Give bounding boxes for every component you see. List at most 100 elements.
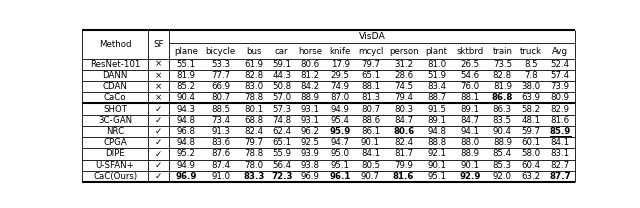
Text: U-SFAN+: U-SFAN+: [95, 161, 134, 170]
Text: 93.1: 93.1: [301, 116, 319, 125]
Text: 83.1: 83.1: [550, 149, 570, 158]
Text: SF: SF: [153, 40, 164, 49]
Text: 59.7: 59.7: [522, 127, 541, 136]
Text: train: train: [492, 47, 513, 56]
Text: horse: horse: [298, 47, 322, 56]
Text: 88.0: 88.0: [460, 138, 479, 147]
Text: 52.4: 52.4: [550, 60, 570, 69]
Text: 83.0: 83.0: [244, 82, 264, 91]
Text: 92.0: 92.0: [493, 172, 512, 181]
Text: 87.7: 87.7: [550, 172, 571, 181]
Text: 93.9: 93.9: [301, 149, 319, 158]
Text: 84.7: 84.7: [460, 116, 479, 125]
Text: 80.1: 80.1: [244, 105, 264, 114]
Text: 95.1: 95.1: [331, 161, 349, 170]
Text: 54.6: 54.6: [460, 71, 479, 80]
Text: 44.3: 44.3: [272, 71, 291, 80]
Text: 90.4: 90.4: [493, 127, 512, 136]
Text: DANN: DANN: [102, 71, 128, 80]
Text: CDAN: CDAN: [102, 82, 127, 91]
Text: 83.3: 83.3: [243, 172, 264, 181]
Text: 28.6: 28.6: [394, 71, 413, 80]
Text: 55.1: 55.1: [176, 60, 195, 69]
Text: 91.3: 91.3: [211, 127, 230, 136]
Text: 76.0: 76.0: [460, 82, 479, 91]
Text: 80.9: 80.9: [551, 93, 570, 102]
Text: ×: ×: [155, 71, 162, 80]
Text: 83.6: 83.6: [211, 138, 230, 147]
Text: DIPE: DIPE: [105, 149, 125, 158]
Text: 88.6: 88.6: [361, 116, 380, 125]
Text: 80.5: 80.5: [361, 161, 380, 170]
Text: 73.4: 73.4: [211, 116, 230, 125]
Text: 66.9: 66.9: [211, 82, 230, 91]
Text: 57.0: 57.0: [272, 93, 291, 102]
Text: ✓: ✓: [155, 149, 162, 158]
Text: 68.8: 68.8: [244, 116, 264, 125]
Text: 80.7: 80.7: [211, 93, 230, 102]
Text: 59.1: 59.1: [272, 60, 291, 69]
Text: 85.9: 85.9: [550, 127, 571, 136]
Text: 82.8: 82.8: [493, 71, 512, 80]
Text: CPGA: CPGA: [103, 138, 127, 147]
Text: 94.1: 94.1: [460, 127, 479, 136]
Text: 94.3: 94.3: [176, 105, 195, 114]
Text: 88.8: 88.8: [427, 138, 446, 147]
Text: 86.1: 86.1: [361, 127, 380, 136]
Text: 81.3: 81.3: [361, 93, 380, 102]
Text: 90.1: 90.1: [427, 161, 446, 170]
Text: 79.7: 79.7: [361, 60, 380, 69]
Text: 61.9: 61.9: [244, 60, 263, 69]
Text: 94.8: 94.8: [427, 127, 446, 136]
Text: 73.5: 73.5: [493, 60, 512, 69]
Text: 55.9: 55.9: [272, 149, 291, 158]
Text: 96.2: 96.2: [301, 127, 319, 136]
Text: 90.1: 90.1: [361, 138, 380, 147]
Text: SHOT: SHOT: [103, 105, 127, 114]
Text: 88.5: 88.5: [211, 105, 230, 114]
Text: 8.5: 8.5: [525, 60, 538, 69]
Text: ×: ×: [155, 60, 162, 69]
Text: ✓: ✓: [155, 127, 162, 136]
Text: 81.2: 81.2: [300, 71, 319, 80]
Text: 60.4: 60.4: [522, 161, 541, 170]
Text: 79.9: 79.9: [394, 161, 413, 170]
Text: 3C-GAN: 3C-GAN: [98, 116, 132, 125]
Text: 85.9: 85.9: [550, 127, 571, 136]
Text: 90.1: 90.1: [460, 161, 479, 170]
Text: 65.1: 65.1: [361, 71, 380, 80]
Text: 87.6: 87.6: [211, 149, 230, 158]
Text: 74.9: 74.9: [331, 82, 349, 91]
Text: 88.1: 88.1: [460, 93, 479, 102]
Text: 92.9: 92.9: [459, 172, 481, 181]
Text: 62.4: 62.4: [272, 127, 291, 136]
Text: 94.7: 94.7: [331, 138, 349, 147]
Text: 96.1: 96.1: [330, 172, 351, 181]
Text: 58.2: 58.2: [522, 105, 541, 114]
Text: 78.8: 78.8: [244, 149, 264, 158]
Text: 82.8: 82.8: [244, 71, 264, 80]
Text: 86.8: 86.8: [492, 93, 513, 102]
Text: 57.4: 57.4: [550, 71, 570, 80]
Text: 96.9: 96.9: [175, 172, 196, 181]
Text: 82.9: 82.9: [551, 105, 570, 114]
Text: 17.9: 17.9: [331, 60, 349, 69]
Text: 56.4: 56.4: [272, 161, 291, 170]
Text: 74.8: 74.8: [272, 116, 291, 125]
Text: 79.7: 79.7: [244, 138, 263, 147]
Text: 7.8: 7.8: [525, 71, 538, 80]
Text: 38.0: 38.0: [522, 82, 541, 91]
Text: 84.1: 84.1: [550, 138, 570, 147]
Text: 65.1: 65.1: [272, 138, 291, 147]
Text: knife: knife: [330, 47, 351, 56]
Text: ×: ×: [155, 82, 162, 91]
Text: 88.9: 88.9: [493, 138, 512, 147]
Text: plant: plant: [426, 47, 447, 56]
Text: 83.5: 83.5: [493, 116, 512, 125]
Text: 50.8: 50.8: [272, 82, 291, 91]
Text: 90.7: 90.7: [361, 172, 380, 181]
Text: 82.7: 82.7: [550, 161, 570, 170]
Text: CaC(Ours): CaC(Ours): [93, 172, 137, 181]
Text: 82.4: 82.4: [394, 138, 413, 147]
Text: 90.4: 90.4: [176, 93, 195, 102]
